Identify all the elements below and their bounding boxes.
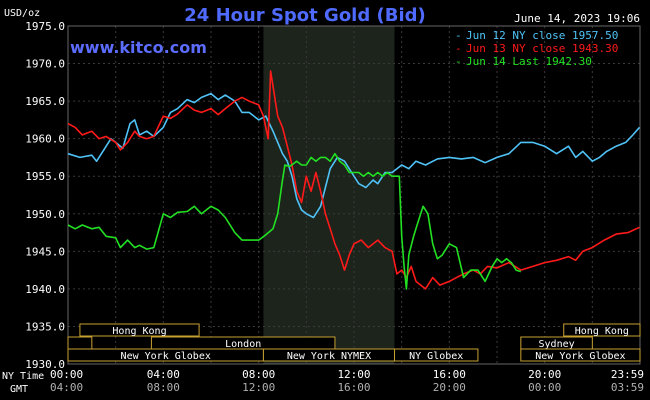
legend-marker: -: [455, 29, 462, 42]
y-tick-label: 1975.0: [25, 20, 65, 33]
market-session-box: [79, 323, 200, 337]
market-session-box: [394, 348, 479, 362]
x-tick-ny: 16:00: [433, 368, 466, 381]
chart-title: 24 Hour Spot Gold (Bid): [184, 5, 425, 26]
x-tick-gmt: 16:00: [337, 381, 370, 394]
x-axis-gmt-label: GMT: [10, 384, 28, 395]
x-axis-ny-label: NY Time: [2, 371, 44, 382]
chart-date: June 14, 2023 19:06: [514, 12, 640, 25]
market-session-label: Hong Kong: [112, 326, 166, 337]
y-tick-label: 1970.0: [25, 58, 65, 71]
x-axis-ticks: 00:0004:0004:0008:0008:0012:0012:0016:00…: [50, 368, 644, 394]
series-line-1: [67, 70, 640, 290]
y-tick-label: 1940.0: [25, 283, 65, 296]
x-tick-ny: 20:00: [528, 368, 561, 381]
y-tick-label: 1960.0: [25, 133, 65, 146]
y-tick-label: 1950.0: [25, 208, 65, 221]
x-tick-ny: 00:00: [50, 368, 83, 381]
market-session-label: New York Globex: [535, 351, 625, 362]
legend-marker: -: [455, 42, 462, 55]
y-tick-label: 1965.0: [25, 95, 65, 108]
x-tick-ny: 04:00: [147, 368, 180, 381]
y-tick-label: 1930.0: [25, 358, 65, 371]
x-tick-ny: 23:59: [611, 368, 644, 381]
y-tick-label: 1945.0: [25, 245, 65, 258]
series-lines: [67, 70, 641, 290]
market-session-label: London: [225, 339, 261, 350]
y-unit-label: USD/oz: [4, 8, 40, 19]
x-tick-gmt: 08:00: [147, 381, 180, 394]
y-tick-label: 1955.0: [25, 170, 65, 183]
market-session-box: [520, 348, 641, 362]
market-session-label: Sydney: [539, 339, 575, 350]
plot-frame: [67, 25, 641, 365]
x-tick-ny: 12:00: [337, 368, 370, 381]
y-axis-ticks: 1930.0 1935.0 1940.0 1945.0 1950.0 1955.0 1960…: [25, 20, 65, 371]
nymex-session-shade: [263, 26, 395, 364]
market-session-label: New York Globex: [121, 351, 211, 362]
legend: - Jun 12 NY close 1957.50- Jun 13 NY close…: [455, 29, 618, 68]
x-tick-gmt: 12:00: [242, 381, 275, 394]
market-session-box: [563, 323, 641, 337]
market-session-box: [67, 336, 93, 350]
legend-label: Jun 12 NY close 1957.50: [466, 29, 618, 42]
legend-marker: -: [455, 55, 462, 68]
market-session-label: New York NYMEX: [287, 351, 371, 362]
market-session-label: NY Globex: [409, 351, 463, 362]
y-tick-label: 1935.0: [25, 320, 65, 333]
watermark: www.kitco.com: [70, 38, 207, 57]
series-line-2: [67, 152, 522, 290]
x-tick-ny: 08:00: [242, 368, 275, 381]
legend-label: Jun 13 NY close 1943.30: [466, 42, 618, 55]
x-tick-gmt: 04:00: [50, 381, 83, 394]
series-line-0: [67, 92, 641, 219]
x-tick-gmt: 00:00: [528, 381, 561, 394]
market-session-label: Hong Kong: [575, 326, 629, 337]
legend-label: Jun 14 Last 1942.30: [466, 55, 592, 68]
x-tick-gmt: 20:00: [433, 381, 466, 394]
x-tick-gmt: 03:59: [611, 381, 644, 394]
